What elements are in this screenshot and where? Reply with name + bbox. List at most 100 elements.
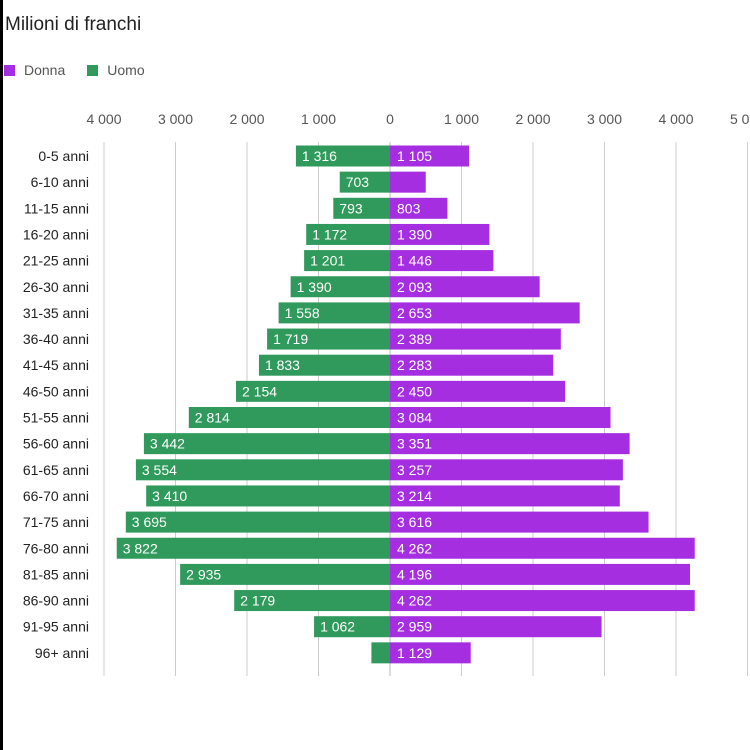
category-label: 91-95 anni [23, 619, 89, 635]
data-label-donna: 2 450 [397, 383, 432, 399]
data-label-donna: 3 351 [397, 436, 432, 452]
x-tick-label: 1 000 [444, 111, 479, 127]
axis-ticks: 4 000 3 000 2 000 1 000 0 1 000 2 000 3 000 4 00… [86, 111, 750, 127]
bar-donna[interactable] [390, 616, 602, 638]
category-label: 0-5 anni [38, 148, 89, 164]
data-label-uomo: 1 833 [265, 357, 300, 373]
x-tick-label: 0 [386, 111, 394, 127]
data-label-uomo: 3 554 [142, 462, 177, 478]
x-tick-label: 2 000 [515, 111, 550, 127]
chart-title: Milioni di franchi [5, 14, 142, 35]
bar-donna[interactable] [390, 145, 470, 167]
bar-uomo[interactable] [295, 145, 390, 167]
legend-item-donna[interactable]: Donna [4, 62, 65, 78]
bar-donna[interactable] [390, 433, 630, 455]
data-label-uomo: 1 558 [285, 305, 320, 321]
data-label-donna: 4 196 [397, 566, 432, 582]
data-label-uomo: 1 172 [312, 226, 347, 242]
bar-uomo[interactable] [314, 616, 390, 638]
data-label-uomo: 1 390 [297, 279, 332, 295]
x-tick-label: 2 000 [229, 111, 264, 127]
category-label: 21-25 anni [23, 253, 89, 269]
bar-uomo[interactable] [306, 223, 390, 245]
bar-uomo[interactable] [371, 642, 390, 664]
category-label: 66-70 anni [23, 488, 89, 504]
bar-uomo[interactable] [180, 563, 390, 585]
bar-uomo[interactable] [278, 302, 390, 324]
data-label-uomo: 703 [346, 174, 370, 190]
bar-uomo[interactable] [304, 250, 390, 272]
bar-donna[interactable] [390, 485, 620, 507]
bar-donna[interactable] [390, 407, 611, 428]
data-label-donna: 2 653 [397, 305, 432, 321]
bar-uomo[interactable] [333, 197, 390, 219]
data-label-donna: 2 283 [397, 357, 432, 373]
data-label-donna: 3 214 [397, 488, 432, 504]
bar-uomo[interactable] [146, 485, 390, 507]
data-label-donna: 4 262 [397, 593, 432, 609]
bar-donna[interactable] [390, 511, 649, 533]
category-label: 41-45 anni [23, 357, 89, 373]
bar-donna[interactable] [390, 250, 494, 272]
data-label-donna: 803 [397, 200, 421, 216]
category-label: 6-10 anni [31, 174, 89, 190]
data-label-uomo: 1 062 [320, 619, 355, 635]
bar-uomo[interactable] [290, 276, 390, 298]
category-label: 76-80 anni [23, 540, 89, 556]
legend: Donna Uomo [4, 62, 167, 78]
bar-uomo[interactable] [116, 537, 391, 559]
bar-uomo[interactable] [135, 459, 390, 481]
data-label-donna: 1 446 [397, 253, 432, 269]
bar-donna[interactable] [390, 590, 695, 612]
category-label: 81-85 anni [23, 566, 89, 582]
legend-swatch-donna [4, 64, 15, 76]
data-label-donna: 2 959 [397, 619, 432, 635]
category-label: 71-75 anni [23, 514, 89, 530]
data-label-donna: 1 129 [397, 645, 432, 661]
data-label-uomo: 1 316 [302, 148, 337, 164]
data-label-donna: 1 105 [397, 148, 432, 164]
x-tick-label: 3 000 [587, 111, 622, 127]
bar-donna[interactable] [390, 171, 426, 193]
bar-uomo[interactable] [234, 590, 390, 612]
x-tick-label: 4 000 [658, 111, 693, 127]
data-label-uomo: 2 179 [240, 593, 275, 609]
data-label-uomo: 2 935 [186, 566, 221, 582]
bar-uomo[interactable] [188, 407, 390, 428]
bar-uomo[interactable] [267, 328, 390, 350]
bar-donna[interactable] [390, 328, 561, 350]
legend-item-uomo[interactable]: Uomo [87, 62, 145, 78]
x-tick-label: 4 000 [86, 111, 121, 127]
data-label-uomo: 3 410 [152, 488, 187, 504]
bar-donna[interactable] [390, 354, 554, 376]
category-label: 11-15 anni [24, 200, 89, 216]
bar-donna[interactable] [390, 563, 691, 585]
bar-donna[interactable] [390, 537, 695, 559]
bar-donna[interactable] [390, 302, 580, 324]
bar-donna[interactable] [390, 380, 566, 402]
data-label-donna: 2 093 [397, 279, 432, 295]
data-label-uomo: 3 695 [132, 514, 167, 530]
x-tick-label: 1 000 [301, 111, 336, 127]
data-label-donna: 3 257 [397, 462, 432, 478]
bar-donna[interactable] [390, 197, 448, 219]
bar-donna[interactable] [390, 276, 540, 298]
x-tick-label: 5 000 [730, 111, 750, 127]
legend-swatch-uomo [87, 64, 99, 76]
bar-uomo[interactable] [339, 171, 390, 193]
category-label: 56-60 anni [23, 436, 89, 452]
data-label-donna: 1 390 [397, 226, 432, 242]
bar-donna[interactable] [390, 459, 623, 481]
bar-uomo[interactable] [143, 433, 390, 455]
x-tick-label: 3 000 [158, 111, 193, 127]
data-label-donna: 4 262 [397, 540, 432, 556]
category-label: 61-65 anni [23, 462, 89, 478]
bar-donna[interactable] [390, 223, 490, 245]
data-label-uomo: 1 719 [273, 331, 308, 347]
bar-donna[interactable] [390, 642, 471, 664]
bars: 1 316 1 105 703 793 803 1 172 1 390 1 201 1 446 1… [116, 145, 695, 664]
bar-uomo[interactable] [125, 511, 391, 533]
bar-uomo[interactable] [235, 380, 390, 402]
bar-uomo[interactable] [258, 354, 390, 376]
